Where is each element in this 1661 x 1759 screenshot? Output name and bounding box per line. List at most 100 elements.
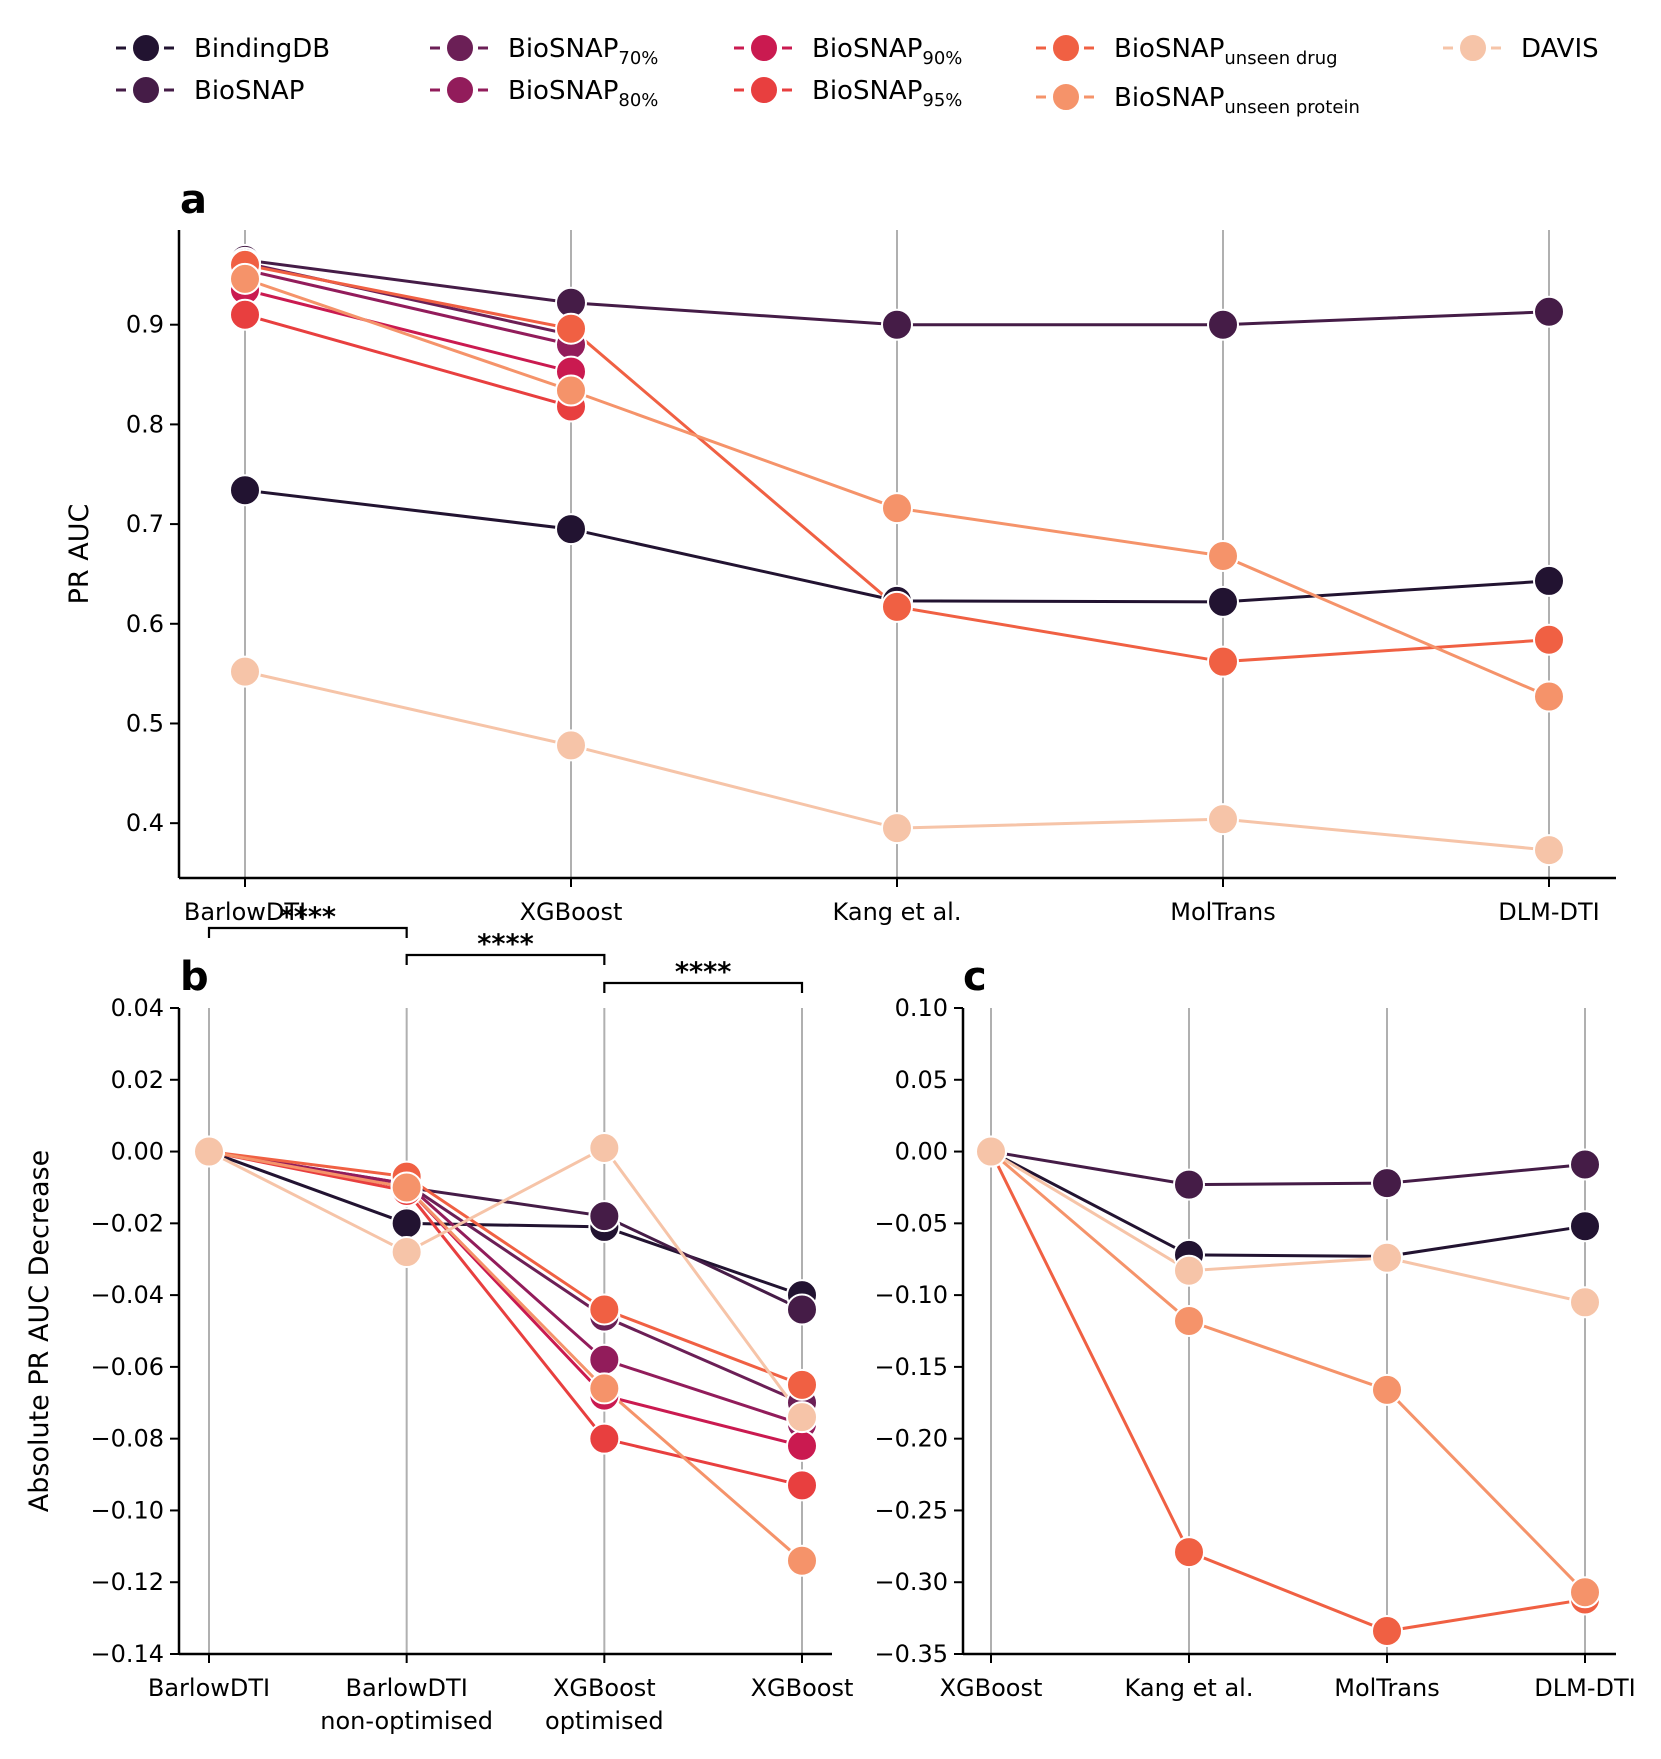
legend-label: BioSNAPunseen protein	[1114, 83, 1360, 118]
y-tick-label: −0.06	[90, 1353, 164, 1381]
legend-item-davis: DAVIS	[1443, 33, 1599, 64]
data-point-biosnap90	[786, 1429, 818, 1462]
data-point-biosnapup	[390, 1171, 423, 1204]
data-point-davis	[1207, 803, 1239, 836]
data-point-davis	[975, 1135, 1007, 1168]
x-tick-label: BarlowDTI non-optimised	[320, 1674, 493, 1735]
data-point-biosnapup	[1569, 1576, 1601, 1609]
y-tick-label: 0.5	[126, 709, 164, 737]
panel-letter-c: c	[963, 954, 987, 1000]
data-point-davis	[881, 812, 913, 845]
y-tick-label: 0.02	[111, 1066, 164, 1094]
series-line-biosnap95	[244, 313, 572, 408]
y-tick-label: 0.6	[126, 610, 164, 638]
x-tick-label: XGBoost optimised	[545, 1674, 664, 1735]
y-tick-label: −0.02	[90, 1209, 164, 1237]
y-tick-label: 0.10	[895, 994, 948, 1022]
series-line-biosnapud	[208, 1150, 803, 1387]
y-tick-label: −0.30	[874, 1568, 948, 1596]
y-tick-label: −0.05	[874, 1209, 948, 1237]
series-line-bindingdb	[990, 1150, 1586, 1258]
series-line-biosnap70	[208, 1150, 803, 1405]
significance-label: ****	[675, 957, 731, 988]
data-point-bindingdb	[229, 474, 261, 507]
significance-label: ****	[477, 929, 533, 960]
y-tick-label: −0.35	[874, 1640, 948, 1668]
data-point-biosnapud	[1533, 623, 1565, 656]
panel-b-chart: −0.14 −0.12 −0.10 −0.08 −0.06 −0.04 −0.02 0.00 0…	[24, 902, 853, 1735]
data-point-davis	[786, 1401, 818, 1434]
significance-bracket	[207, 926, 408, 938]
data-point-biosnapup	[1173, 1304, 1205, 1337]
data-point-biosnapud	[786, 1368, 818, 1401]
data-point-biosnap95	[588, 1422, 621, 1455]
legend-item-biosnap80: BioSNAP80%	[430, 75, 658, 111]
y-axis-label: PR AUC	[64, 504, 95, 605]
data-point-biosnap	[1371, 1167, 1403, 1200]
data-point-davis	[1371, 1241, 1403, 1274]
data-point-biosnap95	[786, 1469, 818, 1502]
data-point-biosnapup	[588, 1372, 621, 1405]
data-point-davis	[229, 655, 261, 688]
data-point-biosnap95	[229, 298, 261, 331]
legend-marker	[1051, 33, 1081, 63]
y-tick-label: −0.10	[874, 1281, 948, 1309]
legend-item-biosnapup: BioSNAPunseen protein	[1036, 82, 1360, 118]
y-tick-label: 0.8	[126, 410, 164, 438]
data-point-biosnap	[1569, 1148, 1601, 1181]
data-point-biosnap	[786, 1293, 818, 1326]
data-point-biosnapud	[1173, 1536, 1205, 1569]
data-point-davis	[588, 1131, 621, 1164]
data-point-bindingdb	[555, 513, 587, 546]
data-point-biosnapud	[1371, 1615, 1403, 1648]
x-tick-label: Kang et al.	[833, 898, 962, 926]
y-tick-label: 0.00	[895, 1138, 948, 1166]
legend-label: BioSNAP80%	[508, 76, 658, 111]
data-point-biosnap	[1173, 1168, 1205, 1201]
y-tick-label: −0.10	[90, 1496, 164, 1524]
significance-label: ****	[280, 902, 336, 933]
x-tick-label: Kang et al.	[1125, 1674, 1254, 1702]
legend-marker	[1458, 33, 1488, 63]
data-point-bindingdb	[1569, 1210, 1601, 1243]
data-point-biosnapud	[588, 1293, 621, 1326]
data-point-biosnapud	[1207, 645, 1239, 678]
data-point-davis	[390, 1236, 423, 1269]
data-point-biosnapup	[1207, 539, 1239, 572]
series-line-biosnap	[208, 1150, 803, 1311]
series-line-biosnap90	[244, 288, 572, 374]
legend-label: DAVIS	[1521, 34, 1599, 64]
x-tick-label: BarlowDTI	[184, 898, 306, 926]
x-tick-label: BarlowDTI	[148, 1674, 270, 1702]
x-tick-label: XGBoost	[751, 1674, 854, 1702]
panel-letter-b: b	[180, 954, 209, 1000]
data-point-bindingdb	[390, 1207, 423, 1240]
data-point-biosnap	[588, 1200, 621, 1233]
data-point-biosnapud	[881, 590, 913, 623]
y-tick-label: 0.7	[126, 510, 164, 538]
data-point-davis	[193, 1135, 225, 1168]
y-tick-label: −0.14	[90, 1640, 164, 1668]
series-line-biosnap80	[244, 268, 572, 347]
data-point-davis	[1533, 834, 1565, 867]
series-line-biosnapup	[990, 1150, 1587, 1594]
data-point-biosnap	[1533, 295, 1565, 328]
x-tick-label: MolTrans	[1334, 1674, 1439, 1702]
x-tick-label: XGBoost	[520, 898, 623, 926]
y-axis-label: Absolute PR AUC Decrease	[24, 1150, 55, 1512]
series-line-davis	[990, 1150, 1586, 1304]
legend-item-biosnapud: BioSNAPunseen drug	[1036, 33, 1338, 69]
x-tick-label: DLM-DTI	[1498, 898, 1599, 926]
data-point-biosnap80	[588, 1343, 621, 1376]
y-tick-label: 0.4	[126, 809, 164, 837]
legend-label: BioSNAP95%	[812, 76, 962, 111]
legend-label: BindingDB	[194, 34, 330, 64]
legend-item-biosnap90: BioSNAP90%	[734, 33, 962, 69]
panel-c-chart: −0.35 −0.30 −0.25 −0.20 −0.15 −0.10 −0.05 0.00 0…	[874, 994, 1635, 1702]
series-line-bindingdb	[208, 1150, 803, 1297]
legend-marker	[131, 33, 161, 63]
data-point-biosnap	[881, 308, 913, 341]
panel-letter-a: a	[180, 177, 207, 223]
series-line-biosnap95	[208, 1150, 803, 1487]
